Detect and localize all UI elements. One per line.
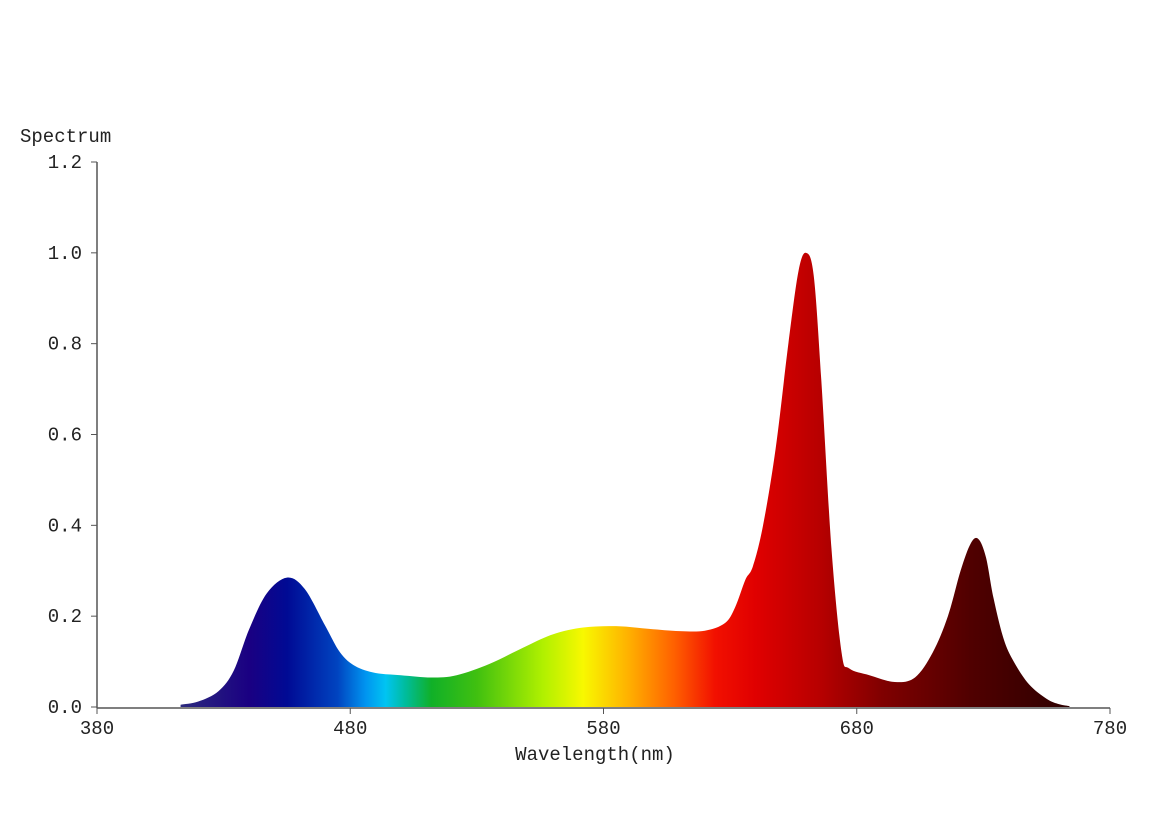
x-tick-label: 780	[1093, 718, 1127, 740]
x-tick-label: 680	[840, 718, 874, 740]
x-axis-label: Wavelength(nm)	[515, 744, 675, 766]
y-tick-label: 0.8	[48, 334, 82, 356]
y-tick-label: 0.4	[48, 515, 82, 537]
y-axis-label: Spectrum	[20, 126, 111, 148]
y-tick-label: 0.6	[48, 425, 82, 447]
axes: 0.0 0.2 0.4 0.6 0.8 1.0 1.2 380 480 580 680 780	[48, 152, 1127, 740]
x-tick-label: 380	[80, 718, 114, 740]
y-tick-label: 0.2	[48, 606, 82, 628]
x-tick-label: 480	[333, 718, 367, 740]
y-tick-label: 0.0	[48, 697, 82, 719]
spectrum-area	[180, 252, 1070, 707]
y-tick-label: 1.0	[48, 243, 82, 265]
y-tick-label: 1.2	[48, 152, 82, 174]
x-tick-label: 580	[586, 718, 620, 740]
